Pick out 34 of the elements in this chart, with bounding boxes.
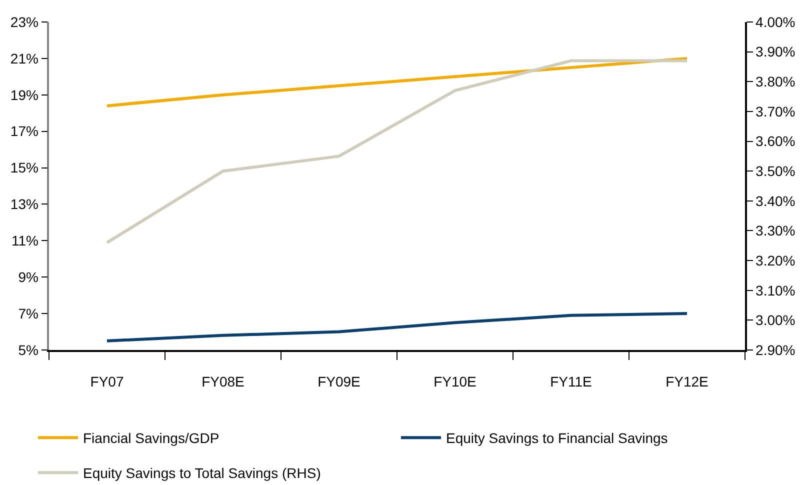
legend-label: Equity Savings to Total Savings (RHS) — [83, 465, 321, 482]
legend-label: Equity Savings to Financial Savings — [446, 430, 668, 446]
y-tick-label: 21% — [10, 50, 38, 66]
y2-tick-label: 4.00% — [756, 14, 796, 30]
y2-tick-label: 3.50% — [756, 162, 796, 179]
y2-tick-label: 3.60% — [756, 133, 796, 150]
y-tick-label: 23% — [10, 14, 38, 30]
x-tick-label: FY09E — [318, 374, 360, 390]
y-tick-label: 9% — [18, 269, 38, 286]
y2-tick-label: 2.90% — [756, 342, 796, 358]
y-tick-label: 11% — [11, 232, 38, 249]
y2-tick-label: 3.20% — [756, 252, 796, 268]
line-series — [106, 56, 688, 108]
y2-tick-label: 3.40% — [756, 192, 796, 209]
line-series — [106, 312, 688, 342]
y-tick-label: 13% — [10, 196, 38, 212]
x-tick-label: FY11E — [550, 374, 592, 390]
x-tick-label: FY07 — [90, 374, 124, 390]
y2-tick-label: 3.70% — [756, 103, 796, 120]
y2-tick-label: 3.30% — [756, 222, 796, 239]
legend-label: Fiancial Savings/GDP — [83, 430, 220, 446]
y2-tick-label: 3.90% — [756, 44, 796, 60]
y2-tick-label: 3.00% — [756, 312, 796, 328]
y-tick-label: 19% — [10, 86, 38, 103]
x-tick-label: FY08E — [202, 374, 244, 390]
x-tick-label: FY10E — [434, 374, 476, 390]
y-tick-label: 5% — [18, 342, 38, 358]
y2-tick-label: 3.10% — [756, 282, 796, 298]
y2-tick-label: 3.80% — [756, 74, 796, 90]
line-series — [106, 59, 688, 244]
x-tick-label: FY12E — [666, 374, 708, 390]
y-tick-label: 7% — [18, 305, 38, 322]
y-tick-label: 15% — [10, 160, 38, 176]
y-tick-label: 17% — [10, 123, 38, 140]
